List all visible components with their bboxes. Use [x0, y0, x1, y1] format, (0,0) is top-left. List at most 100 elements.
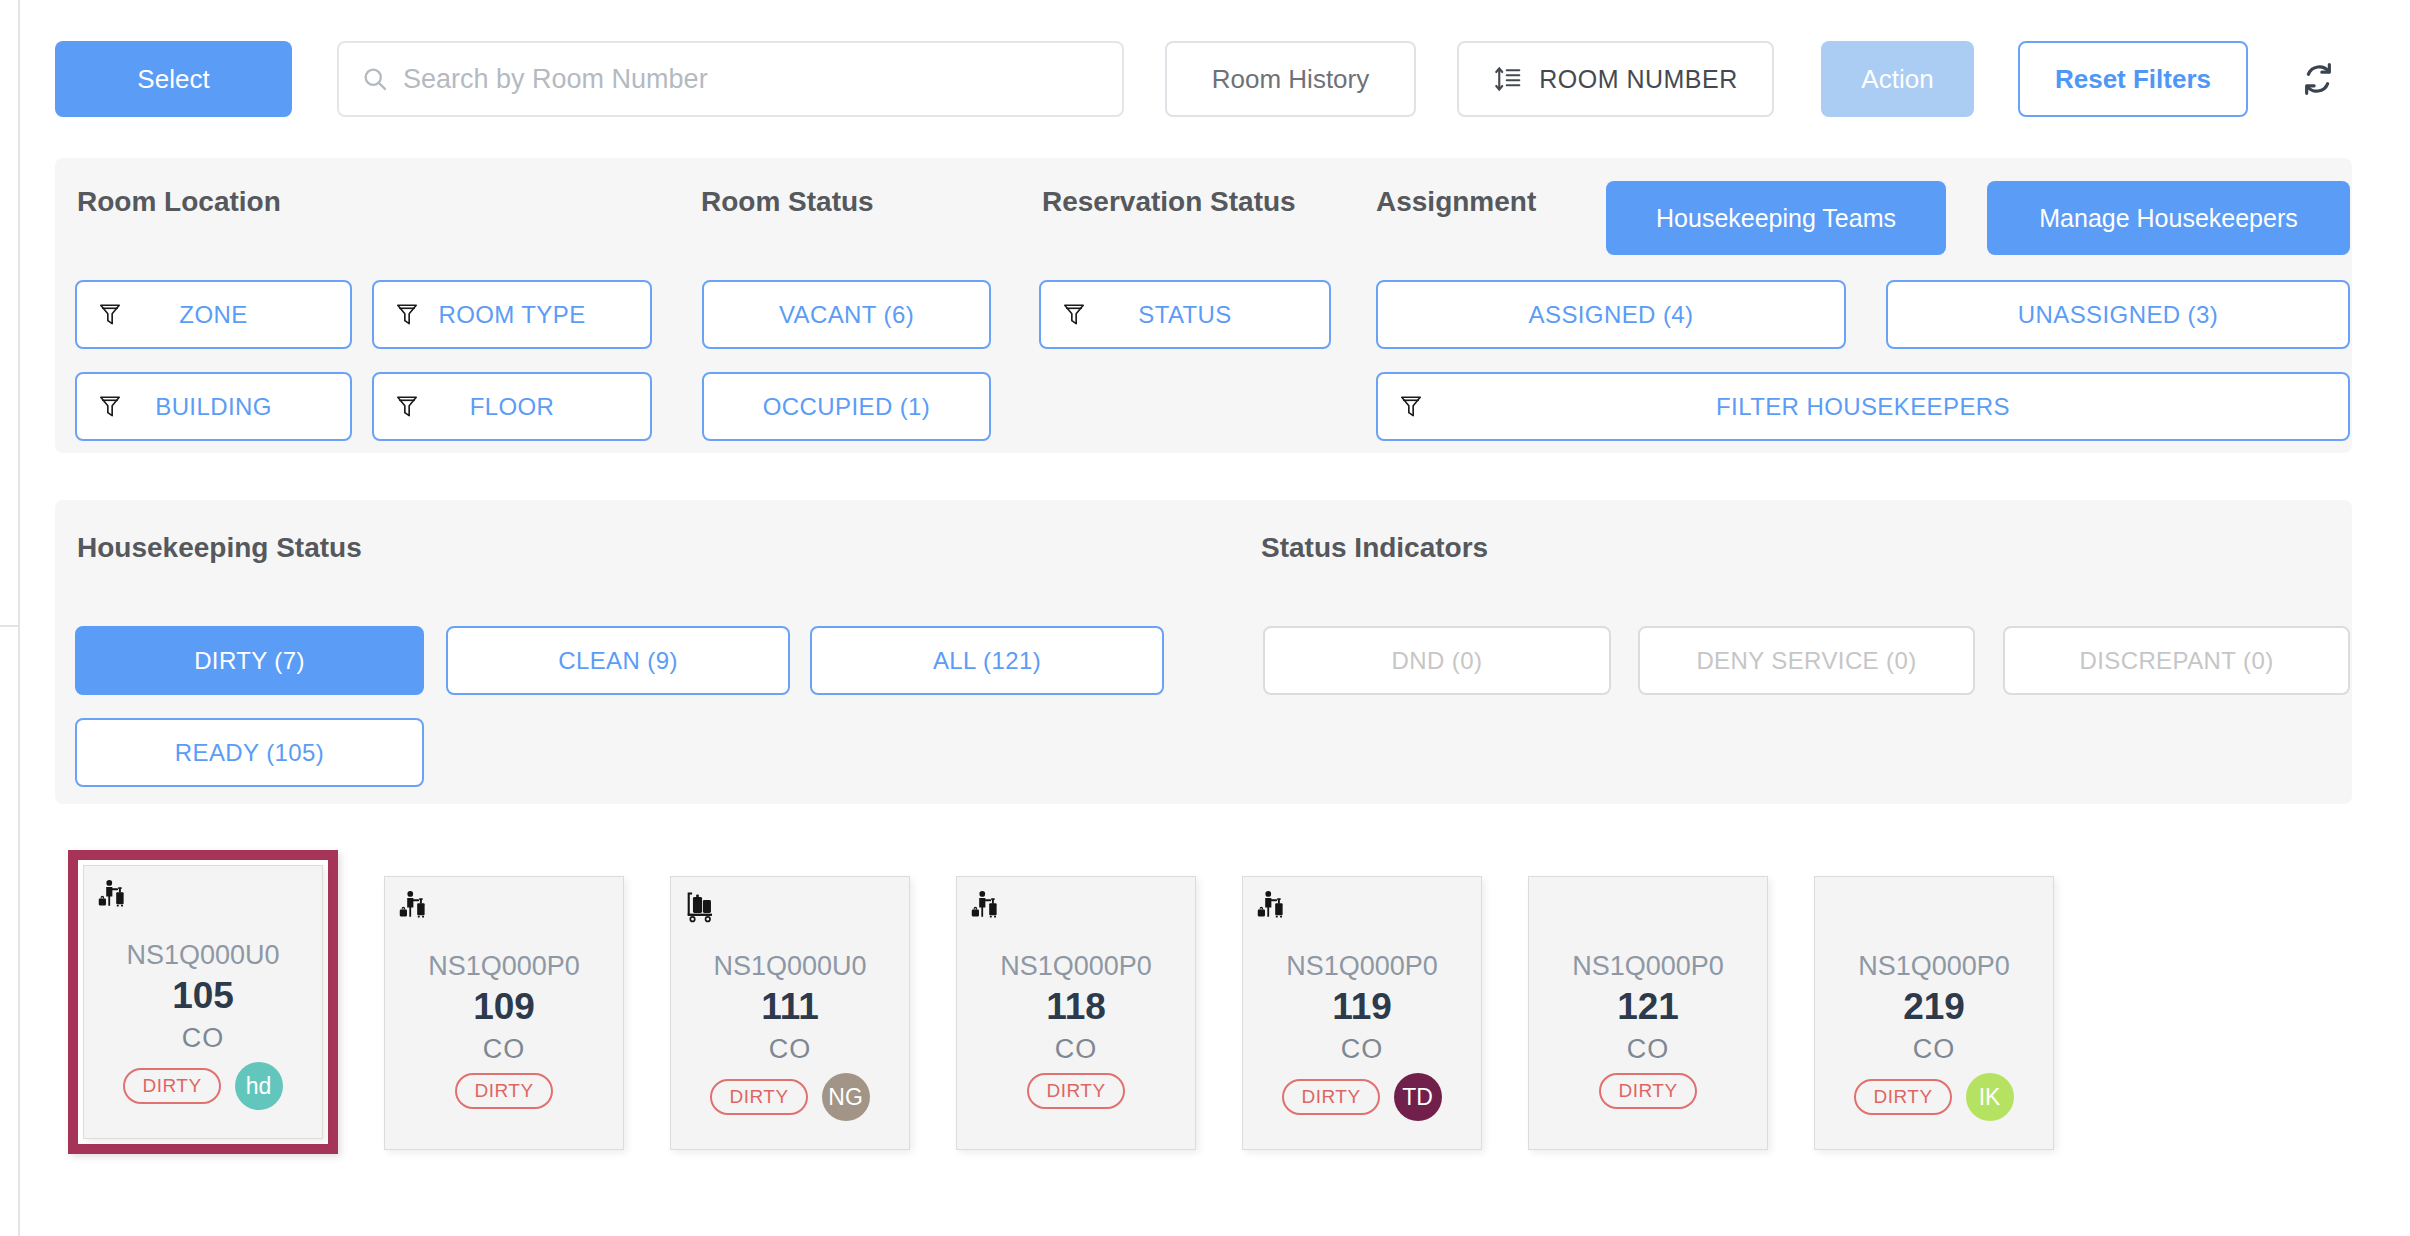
room-number: 219 — [1815, 986, 2053, 1028]
guest-luggage-icon — [969, 889, 1003, 923]
reservation-status-code: CO — [957, 1034, 1195, 1065]
assignment-title: Assignment — [1376, 186, 1536, 218]
reservation-status-title: Reservation Status — [1042, 186, 1296, 218]
zone-filter-button[interactable]: ZONE — [75, 280, 352, 349]
room-type-code: NS1Q000P0 — [1243, 951, 1481, 982]
room-number: 109 — [385, 986, 623, 1028]
ready-filter-label: READY (105) — [175, 739, 324, 767]
room-type-code: NS1Q000U0 — [671, 951, 909, 982]
unassigned-filter-label: UNASSIGNED (3) — [2018, 301, 2218, 329]
room-type-code: NS1Q000P0 — [385, 951, 623, 982]
reservation-status-code: CO — [385, 1034, 623, 1065]
clean-filter-label: CLEAN (9) — [558, 647, 678, 675]
sidebar-divider — [0, 625, 18, 627]
reservation-status-filter-button[interactable]: STATUS — [1039, 280, 1331, 349]
housekeeper-badge: TD — [1394, 1073, 1442, 1121]
sort-label: ROOM NUMBER — [1539, 65, 1738, 94]
housekeeper-badge: NG — [822, 1073, 870, 1121]
sort-icon — [1493, 64, 1523, 94]
all-filter-label: ALL (121) — [933, 647, 1041, 675]
dnd-filter-label: DND (0) — [1392, 647, 1483, 675]
reservation-status-code: CO — [1529, 1034, 1767, 1065]
room-card[interactable]: NS1Q000U0 111 CO DIRTY NG — [670, 876, 910, 1150]
housekeeping-status-panel: Housekeeping Status Status Indicators DI… — [55, 500, 2352, 804]
room-number: 121 — [1529, 986, 1767, 1028]
housekeeping-teams-button[interactable]: Housekeeping Teams — [1606, 181, 1946, 255]
search-input[interactable] — [403, 64, 1100, 95]
discrepant-filter-button[interactable]: DISCREPANT (0) — [2003, 626, 2350, 695]
deny-service-filter-button[interactable]: DENY SERVICE (0) — [1638, 626, 1975, 695]
filter-funnel-icon — [97, 302, 123, 328]
status-badge: DIRTY — [710, 1079, 807, 1115]
room-card[interactable]: NS1Q000U0 105 CO DIRTY hd — [68, 850, 338, 1154]
housekeeper-badge: IK — [1966, 1073, 2014, 1121]
room-number: 118 — [957, 986, 1195, 1028]
room-type-code: NS1Q000P0 — [957, 951, 1195, 982]
reservation-status-code: CO — [1815, 1034, 2053, 1065]
filter-funnel-icon — [394, 302, 420, 328]
zone-filter-label: ZONE — [179, 301, 247, 329]
status-badge: DIRTY — [123, 1068, 220, 1104]
status-badge: DIRTY — [1854, 1079, 1951, 1115]
reservation-status-code: CO — [84, 1023, 322, 1054]
room-history-button[interactable]: Room History — [1165, 41, 1416, 117]
housekeeper-badge: hd — [235, 1062, 283, 1110]
room-number: 111 — [671, 986, 909, 1028]
status-badge: DIRTY — [1599, 1073, 1696, 1109]
reservation-status-code: CO — [1243, 1034, 1481, 1065]
refresh-button[interactable] — [2296, 57, 2340, 101]
status-badge: DIRTY — [1027, 1073, 1124, 1109]
manage-housekeepers-button[interactable]: Manage Housekeepers — [1987, 181, 2350, 255]
dirty-filter-label: DIRTY (7) — [194, 647, 305, 675]
assigned-filter-button[interactable]: ASSIGNED (4) — [1376, 280, 1846, 349]
select-button[interactable]: Select — [55, 41, 292, 117]
room-cards-row: NS1Q000U0 105 CO DIRTY hd — [68, 876, 2054, 1154]
sort-by-dropdown[interactable]: ROOM NUMBER — [1457, 41, 1774, 117]
vacant-filter-label: VACANT (6) — [779, 301, 914, 329]
search-box[interactable] — [337, 41, 1124, 117]
reservation-status-code: CO — [671, 1034, 909, 1065]
ready-filter-button[interactable]: READY (105) — [75, 718, 424, 787]
action-button[interactable]: Action — [1821, 41, 1974, 117]
room-card[interactable]: NS1Q000P0 118 CO DIRTY — [956, 876, 1196, 1150]
status-badge: DIRTY — [1282, 1079, 1379, 1115]
dnd-filter-button[interactable]: DND (0) — [1263, 626, 1611, 695]
room-card[interactable]: NS1Q000P0 121 CO DIRTY — [1528, 876, 1768, 1150]
room-card[interactable]: NS1Q000P0 219 CO DIRTY IK — [1814, 876, 2054, 1150]
room-type-code: NS1Q000U0 — [84, 940, 322, 971]
guest-luggage-icon — [96, 878, 130, 912]
room-number: 119 — [1243, 986, 1481, 1028]
search-icon — [361, 65, 389, 93]
filter-funnel-icon — [394, 394, 420, 420]
room-card[interactable]: NS1Q000P0 119 CO DIRTY TD — [1242, 876, 1482, 1150]
luggage-cart-icon — [683, 889, 719, 923]
toolbar: Select Room History ROOM NUMBER Action R… — [0, 41, 2410, 117]
floor-filter-button[interactable]: FLOOR — [372, 372, 652, 441]
room-type-filter-label: ROOM TYPE — [438, 301, 585, 329]
building-filter-label: BUILDING — [155, 393, 272, 421]
unassigned-filter-button[interactable]: UNASSIGNED (3) — [1886, 280, 2350, 349]
filter-funnel-icon — [97, 394, 123, 420]
building-filter-button[interactable]: BUILDING — [75, 372, 352, 441]
room-card[interactable]: NS1Q000P0 109 CO DIRTY — [384, 876, 624, 1150]
clean-filter-button[interactable]: CLEAN (9) — [446, 626, 790, 695]
filters-panel: Room Location Room Status Reservation St… — [55, 158, 2352, 453]
status-badge: DIRTY — [455, 1073, 552, 1109]
floor-filter-label: FLOOR — [470, 393, 555, 421]
all-filter-button[interactable]: ALL (121) — [810, 626, 1164, 695]
status-indicators-title: Status Indicators — [1261, 532, 1488, 564]
filter-housekeepers-button[interactable]: FILTER HOUSEKEEPERS — [1376, 372, 2350, 441]
occupied-filter-label: OCCUPIED (1) — [763, 393, 930, 421]
reset-filters-button[interactable]: Reset Filters — [2018, 41, 2248, 117]
housekeeping-status-title: Housekeeping Status — [77, 532, 362, 564]
vacant-filter-button[interactable]: VACANT (6) — [702, 280, 991, 349]
discrepant-filter-label: DISCREPANT (0) — [2079, 647, 2273, 675]
room-type-code: NS1Q000P0 — [1529, 951, 1767, 982]
room-type-filter-button[interactable]: ROOM TYPE — [372, 280, 652, 349]
guest-luggage-icon — [397, 889, 431, 923]
room-location-title: Room Location — [77, 186, 281, 218]
occupied-filter-button[interactable]: OCCUPIED (1) — [702, 372, 991, 441]
dirty-filter-button[interactable]: DIRTY (7) — [75, 626, 424, 695]
refresh-icon — [2298, 59, 2338, 99]
filter-housekeepers-label: FILTER HOUSEKEEPERS — [1716, 393, 2010, 421]
